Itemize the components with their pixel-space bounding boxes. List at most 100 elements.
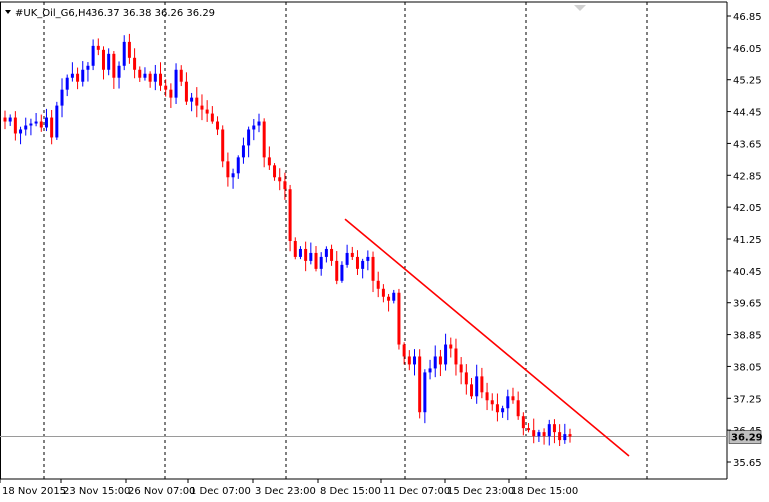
candle-body <box>153 73 157 82</box>
candle-body <box>159 73 163 86</box>
time-tick-label: 15 Dec 23:00 <box>447 486 514 497</box>
time-tick-label: 18 Dec 15:00 <box>511 486 578 497</box>
candle-body <box>252 125 256 130</box>
candle-body <box>143 73 147 78</box>
candle-body <box>122 41 126 66</box>
candle-body <box>174 69 178 98</box>
candle-body <box>70 73 74 78</box>
candle-body <box>91 45 95 66</box>
candle-body <box>376 280 380 289</box>
candle-body <box>293 240 297 257</box>
candle-body <box>76 73 80 82</box>
candle-body <box>247 129 251 146</box>
candle-body <box>304 248 308 261</box>
candle-body <box>568 434 572 437</box>
candle-body <box>283 181 287 190</box>
candle-body <box>361 260 365 269</box>
candle-body <box>371 256 375 281</box>
candle-body <box>537 432 541 437</box>
candle-body <box>428 368 432 373</box>
candle-body <box>226 161 230 178</box>
candle-body <box>231 173 235 178</box>
candle-body <box>169 89 173 98</box>
candle-body <box>3 117 7 122</box>
candle-body <box>480 376 484 393</box>
candle-body <box>34 121 38 124</box>
candle-body <box>101 49 105 70</box>
candle-body <box>381 288 385 297</box>
candle-body <box>216 121 220 130</box>
current-price-box: 36.29 <box>728 430 763 444</box>
candle-body <box>179 69 183 82</box>
candle-body <box>262 121 266 158</box>
price-tick-label: 46.85 <box>733 12 762 23</box>
candles <box>3 33 572 447</box>
candle-body <box>298 248 302 257</box>
candle-body <box>127 41 131 58</box>
candle-body <box>195 97 199 106</box>
candle-body <box>24 125 28 130</box>
candle-body <box>495 404 499 413</box>
candle-body <box>412 356 416 365</box>
candle-body <box>200 105 204 110</box>
candle-body <box>547 424 551 437</box>
candle-body <box>96 45 100 50</box>
price-tick-label: 41.25 <box>733 235 762 246</box>
candle-body <box>86 65 90 70</box>
candle-body <box>475 376 479 397</box>
price-tick-label: 38.85 <box>733 331 762 342</box>
candle-body <box>423 372 427 413</box>
candle-body <box>55 105 59 138</box>
candle-body <box>330 248 334 261</box>
candle-body <box>288 189 292 241</box>
time-tick-label: 26 Nov 07:00 <box>128 486 195 497</box>
candle-body <box>402 344 406 357</box>
candle-body <box>521 416 525 429</box>
one-click-trading-arrow-icon[interactable] <box>574 5 586 11</box>
candle-body <box>490 400 494 405</box>
candle-body <box>39 121 43 128</box>
candle-body <box>309 252 313 261</box>
candle-body <box>8 117 12 122</box>
price-tick-label: 42.85 <box>733 171 762 182</box>
candle-body <box>501 408 505 413</box>
candle-body <box>13 117 17 134</box>
candle-body <box>506 396 510 409</box>
candle-body <box>464 372 468 385</box>
candle-body <box>29 123 33 126</box>
candle-body <box>138 69 142 78</box>
candle-body <box>444 344 448 365</box>
candle-body <box>257 121 261 126</box>
candle-body <box>542 432 546 437</box>
candle-body <box>449 344 453 349</box>
candle-body <box>387 296 391 301</box>
candle-body <box>241 145 245 158</box>
candle-body <box>267 157 271 166</box>
candle-body <box>527 428 531 431</box>
price-tick-label: 46.05 <box>733 44 762 55</box>
candle-body <box>459 364 463 373</box>
candle-body <box>558 432 562 441</box>
dropdown-arrow-icon[interactable] <box>5 10 11 14</box>
chart-symbol: #UK_Oil_G6,H4 <box>15 8 92 19</box>
candle-body <box>44 117 48 128</box>
price-tick-label: 44.45 <box>733 108 762 119</box>
candle-body <box>350 252 354 257</box>
time-tick-label: 8 Dec 15:00 <box>320 486 381 497</box>
candle-body <box>470 384 474 397</box>
candle-body <box>392 292 396 301</box>
price-tick-label: 37.25 <box>733 394 762 405</box>
price-tick-label: 38.05 <box>733 362 762 373</box>
candle-body <box>454 348 458 365</box>
current-price-box-bg <box>728 430 762 444</box>
candle-body <box>205 109 209 114</box>
candle-body <box>133 57 137 70</box>
candle-body <box>319 256 323 269</box>
candle-body <box>532 430 536 437</box>
candle-body <box>433 356 437 369</box>
trendline[interactable] <box>344 218 630 457</box>
candle-body <box>19 129 23 134</box>
candle-body <box>345 252 349 265</box>
